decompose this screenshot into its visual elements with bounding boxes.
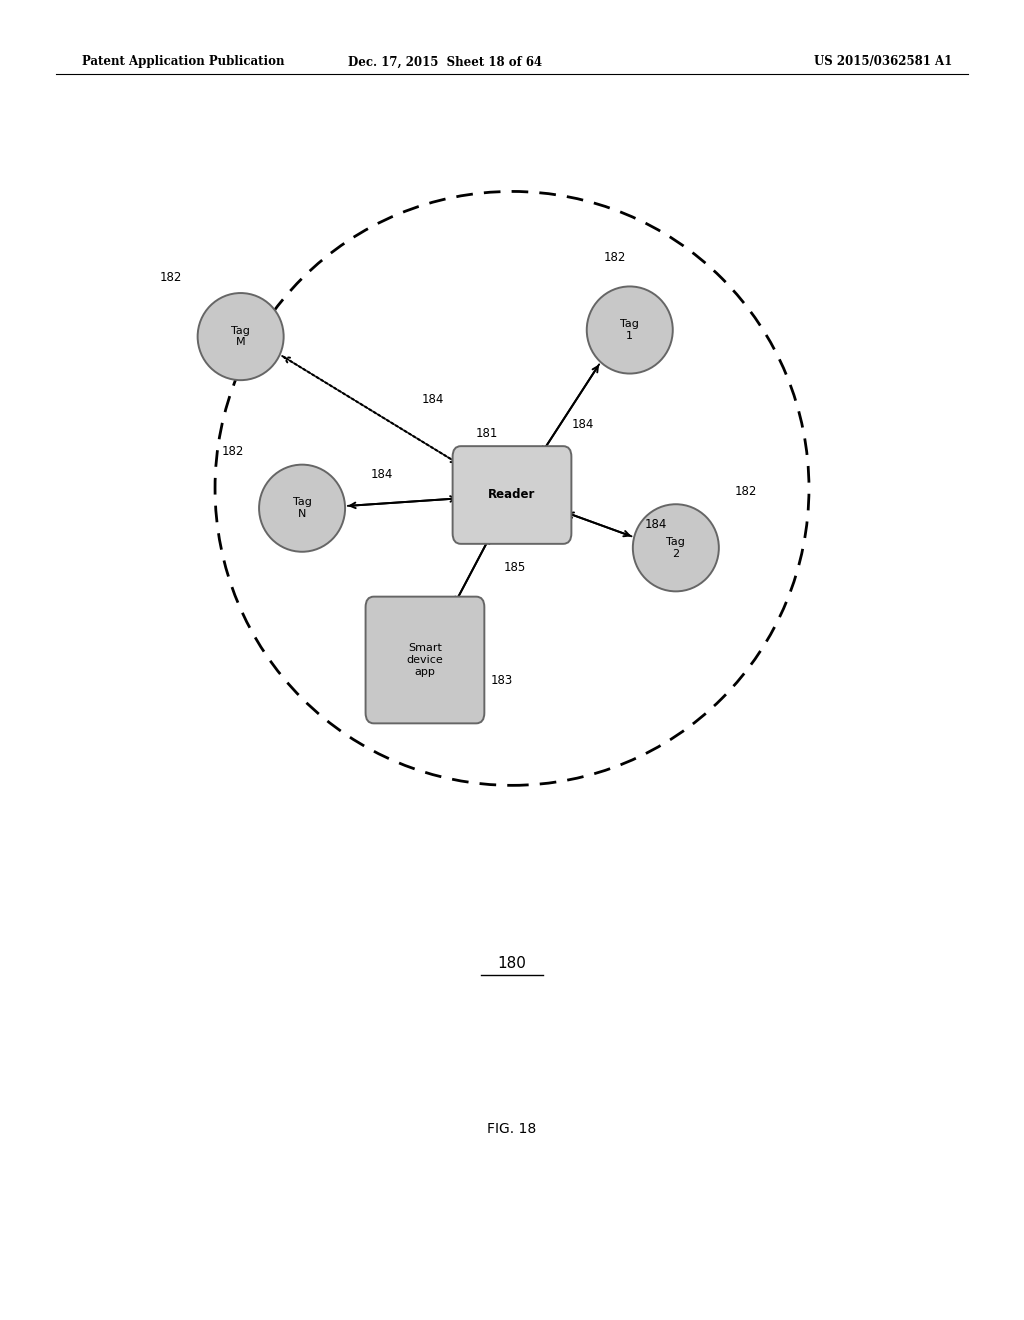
Text: 181: 181 xyxy=(475,426,498,440)
Text: Tag
1: Tag 1 xyxy=(621,319,639,341)
Text: US 2015/0362581 A1: US 2015/0362581 A1 xyxy=(814,55,952,69)
Text: 182: 182 xyxy=(603,251,626,264)
Text: 182: 182 xyxy=(160,271,182,284)
Ellipse shape xyxy=(587,286,673,374)
FancyBboxPatch shape xyxy=(453,446,571,544)
FancyBboxPatch shape xyxy=(366,597,484,723)
Text: 184: 184 xyxy=(572,418,594,432)
Ellipse shape xyxy=(259,465,345,552)
Text: FIG. 18: FIG. 18 xyxy=(487,1122,537,1135)
Text: 184: 184 xyxy=(422,392,443,405)
Text: Reader: Reader xyxy=(488,488,536,502)
Text: 183: 183 xyxy=(490,673,513,686)
Text: 184: 184 xyxy=(371,467,392,480)
Text: 185: 185 xyxy=(504,561,525,574)
Text: 180: 180 xyxy=(498,956,526,972)
Text: Patent Application Publication: Patent Application Publication xyxy=(82,55,285,69)
Text: 182: 182 xyxy=(221,445,244,458)
Text: 184: 184 xyxy=(644,517,667,531)
Text: Tag
M: Tag M xyxy=(231,326,250,347)
Text: Dec. 17, 2015  Sheet 18 of 64: Dec. 17, 2015 Sheet 18 of 64 xyxy=(348,55,543,69)
Text: 182: 182 xyxy=(734,484,757,498)
Text: Tag
N: Tag N xyxy=(293,498,311,519)
Text: Smart
device
app: Smart device app xyxy=(407,643,443,677)
Ellipse shape xyxy=(633,504,719,591)
Ellipse shape xyxy=(198,293,284,380)
Text: Tag
2: Tag 2 xyxy=(667,537,685,558)
